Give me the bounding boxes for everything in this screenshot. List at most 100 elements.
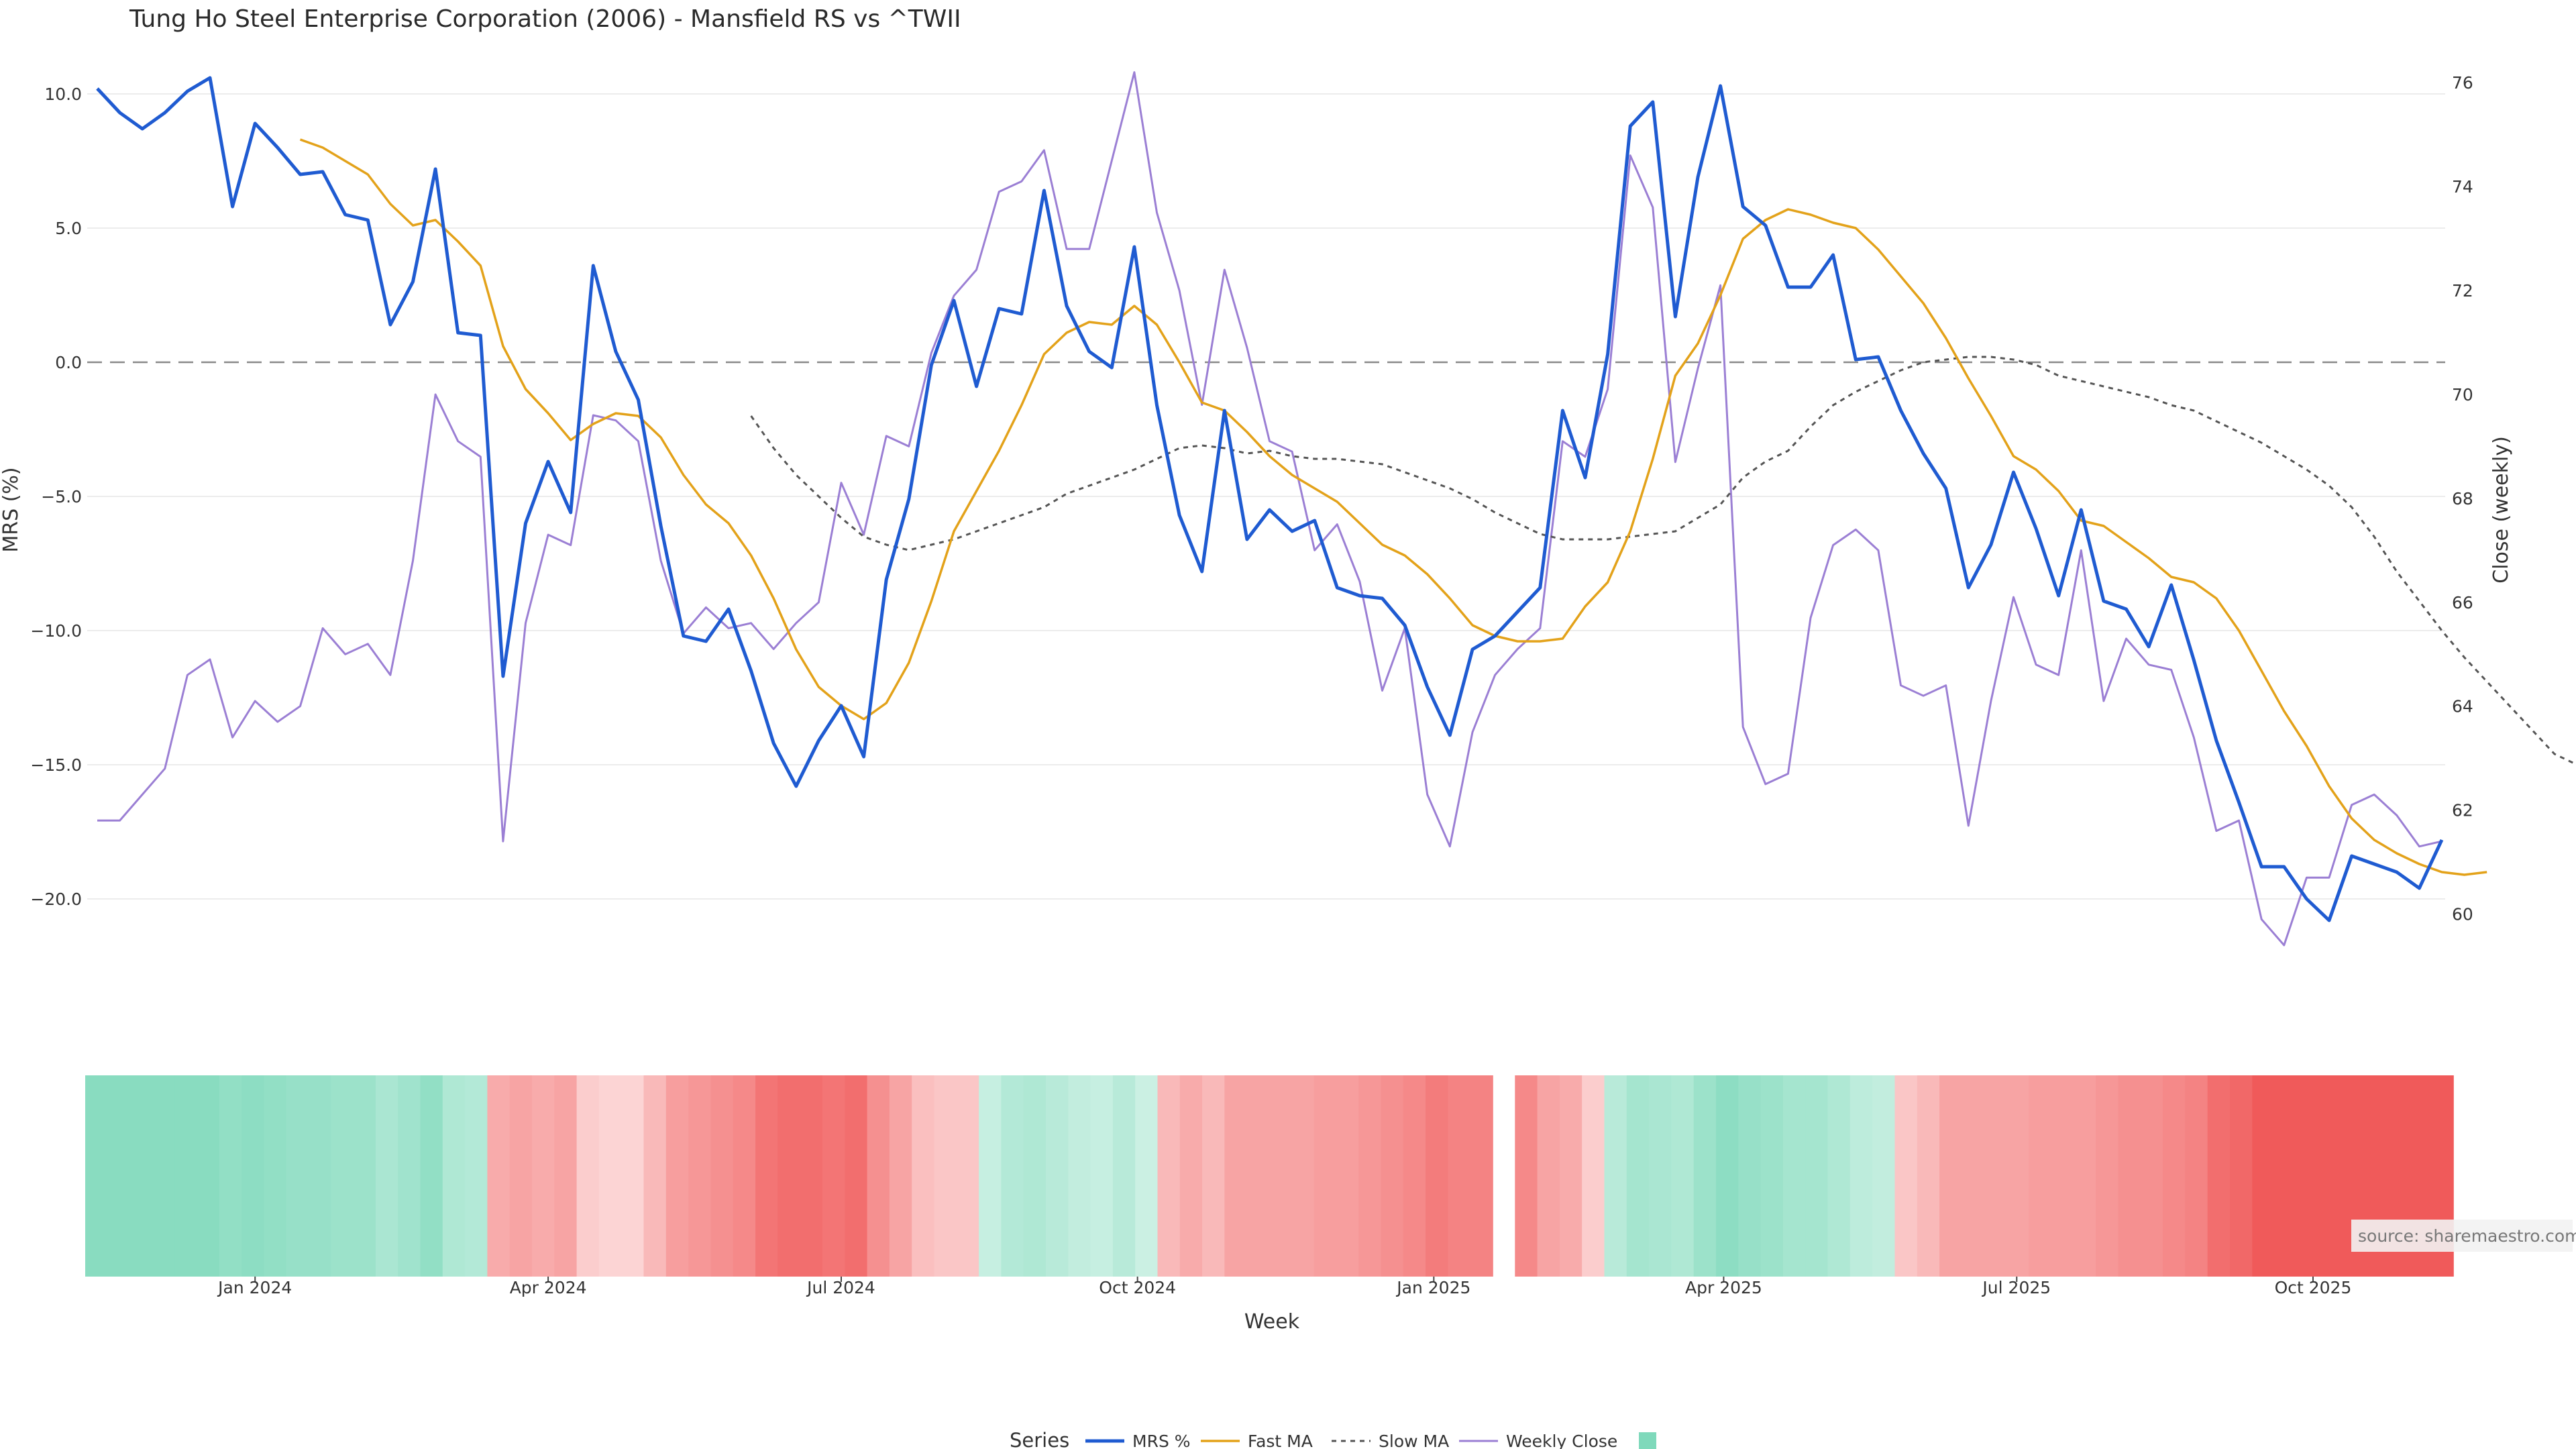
x-tick-label: Apr 2024 bbox=[510, 1278, 587, 1297]
legend-fast-ma: Fast MA bbox=[1201, 1432, 1313, 1449]
heatmap-cell bbox=[353, 1075, 376, 1277]
heatmap-cell bbox=[1827, 1075, 1851, 1277]
heatmap-cell bbox=[241, 1075, 265, 1277]
fast-ma-line bbox=[299, 138, 2487, 876]
y-tick-label: −10.0 bbox=[30, 621, 82, 641]
heatmap-cell bbox=[1068, 1075, 1091, 1277]
heatmap-cell bbox=[2207, 1075, 2231, 1277]
heatmap-cell bbox=[688, 1075, 712, 1277]
heatmap-cell bbox=[465, 1075, 488, 1277]
heatmap-cell bbox=[264, 1075, 287, 1277]
heatmap-cell bbox=[375, 1075, 398, 1277]
heatmap-cell bbox=[174, 1075, 198, 1277]
heatmap-cell bbox=[1090, 1075, 1114, 1277]
heatmap-cell bbox=[710, 1075, 734, 1277]
heatmap-cell bbox=[1291, 1075, 1315, 1277]
heatmap-cell bbox=[1693, 1075, 1717, 1277]
grid bbox=[87, 93, 2445, 900]
heatmap-cell bbox=[867, 1075, 890, 1277]
heatmap-cell bbox=[1426, 1075, 1449, 1277]
heatmap-cell bbox=[1403, 1075, 1426, 1277]
heatmap-cell bbox=[1649, 1075, 1672, 1277]
heatmap-cell bbox=[2252, 1075, 2275, 1277]
heatmap-cell bbox=[777, 1075, 801, 1277]
y2-axis-title: Close (weekly) bbox=[2489, 436, 2513, 584]
heatmap-cell bbox=[845, 1075, 868, 1277]
heatmap-cell bbox=[1336, 1075, 1359, 1277]
heatmap-cell bbox=[598, 1075, 622, 1277]
legend-heatmap-swatch bbox=[1639, 1432, 1656, 1449]
legend: Series MRS % Fast MA Slow MA Weekly Close bbox=[1010, 1429, 1656, 1449]
heatmap-cell bbox=[197, 1075, 220, 1277]
left-axis-ticks: 10.0 5.0 0.0 −5.0 −10.0 −15.0 −20.0 bbox=[30, 85, 82, 909]
heatmap-cell bbox=[85, 1075, 109, 1277]
heatmap-cell bbox=[1716, 1075, 1739, 1277]
heatmap-cell bbox=[1849, 1075, 1873, 1277]
heatmap-cell bbox=[1582, 1075, 1605, 1277]
right-axis-ticks: 76 74 72 70 68 66 64 62 60 bbox=[2452, 73, 2473, 924]
heatmap-cell bbox=[2029, 1075, 2052, 1277]
heatmap-cell bbox=[420, 1075, 443, 1277]
heatmap-cell bbox=[912, 1075, 935, 1277]
legend-mrs-label: MRS % bbox=[1132, 1432, 1191, 1449]
heatmap-cell bbox=[1626, 1075, 1650, 1277]
y-tick-label: −15.0 bbox=[30, 755, 82, 775]
heatmap-cell bbox=[956, 1075, 979, 1277]
heatmap-cell bbox=[1872, 1075, 1896, 1277]
heatmap-cell bbox=[2296, 1075, 2320, 1277]
slow-ma-line bbox=[750, 356, 2576, 765]
heatmap-cell bbox=[1537, 1075, 1560, 1277]
heatmap-cell bbox=[1604, 1075, 1627, 1277]
y2-tick-label: 64 bbox=[2452, 697, 2473, 716]
heatmap-cell bbox=[2185, 1075, 2208, 1277]
heatmap-cell bbox=[934, 1075, 957, 1277]
heatmap-cell bbox=[1984, 1075, 2007, 1277]
heatmap-cell bbox=[889, 1075, 912, 1277]
legend-weekly-close: Weekly Close bbox=[1459, 1432, 1617, 1449]
heatmap-cell bbox=[755, 1075, 779, 1277]
y2-tick-label: 62 bbox=[2452, 801, 2473, 820]
x-tick-label: Jan 2025 bbox=[1395, 1278, 1470, 1297]
rs-heatmap-strip bbox=[85, 1075, 2454, 1277]
y-tick-label: −5.0 bbox=[41, 487, 82, 506]
heatmap-cell bbox=[442, 1075, 466, 1277]
heatmap-cell bbox=[733, 1075, 756, 1277]
legend-fast-ma-label: Fast MA bbox=[1248, 1432, 1313, 1449]
heatmap-cell bbox=[621, 1075, 645, 1277]
y2-tick-label: 72 bbox=[2452, 281, 2473, 301]
legend-mrs: MRS % bbox=[1085, 1432, 1191, 1449]
heatmap-cell bbox=[107, 1075, 131, 1277]
heatmap-cell bbox=[2051, 1075, 2074, 1277]
heatmap-cell bbox=[2073, 1075, 2096, 1277]
y2-tick-label: 70 bbox=[2452, 385, 2473, 405]
heatmap-cell bbox=[2274, 1075, 2298, 1277]
heatmap-cell bbox=[1894, 1075, 1918, 1277]
source-label: source: sharemaestro.com bbox=[2358, 1226, 2576, 1246]
heatmap-cell bbox=[2163, 1075, 2186, 1277]
heatmap-cell bbox=[1023, 1075, 1046, 1277]
heatmap-cell bbox=[1179, 1075, 1203, 1277]
legend-title: Series bbox=[1010, 1429, 1069, 1449]
heatmap-cell bbox=[152, 1075, 175, 1277]
y2-tick-label: 68 bbox=[2452, 489, 2473, 508]
heatmap-cell bbox=[800, 1075, 823, 1277]
heatmap-cell bbox=[1135, 1075, 1159, 1277]
heatmap-cell bbox=[1917, 1075, 1940, 1277]
y2-tick-label: 66 bbox=[2452, 593, 2473, 612]
heatmap-cell bbox=[1962, 1075, 1985, 1277]
x-tick-label: Oct 2025 bbox=[2275, 1278, 2352, 1297]
heatmap-cell bbox=[487, 1075, 511, 1277]
heatmap-cell bbox=[1202, 1075, 1226, 1277]
heatmap-cell bbox=[1515, 1075, 1538, 1277]
heatmap-cell bbox=[576, 1075, 600, 1277]
heatmap-cell bbox=[1112, 1075, 1136, 1277]
heatmap-cell bbox=[1269, 1075, 1293, 1277]
heatmap-cell bbox=[532, 1075, 555, 1277]
chart-title: Tung Ho Steel Enterprise Corporation (20… bbox=[129, 5, 961, 33]
heatmap-cell bbox=[1246, 1075, 1270, 1277]
y-tick-label: 5.0 bbox=[55, 219, 82, 238]
heatmap-cell bbox=[1381, 1075, 1404, 1277]
heatmap-cell bbox=[1671, 1075, 1695, 1277]
heatmap-cell bbox=[1358, 1075, 1382, 1277]
